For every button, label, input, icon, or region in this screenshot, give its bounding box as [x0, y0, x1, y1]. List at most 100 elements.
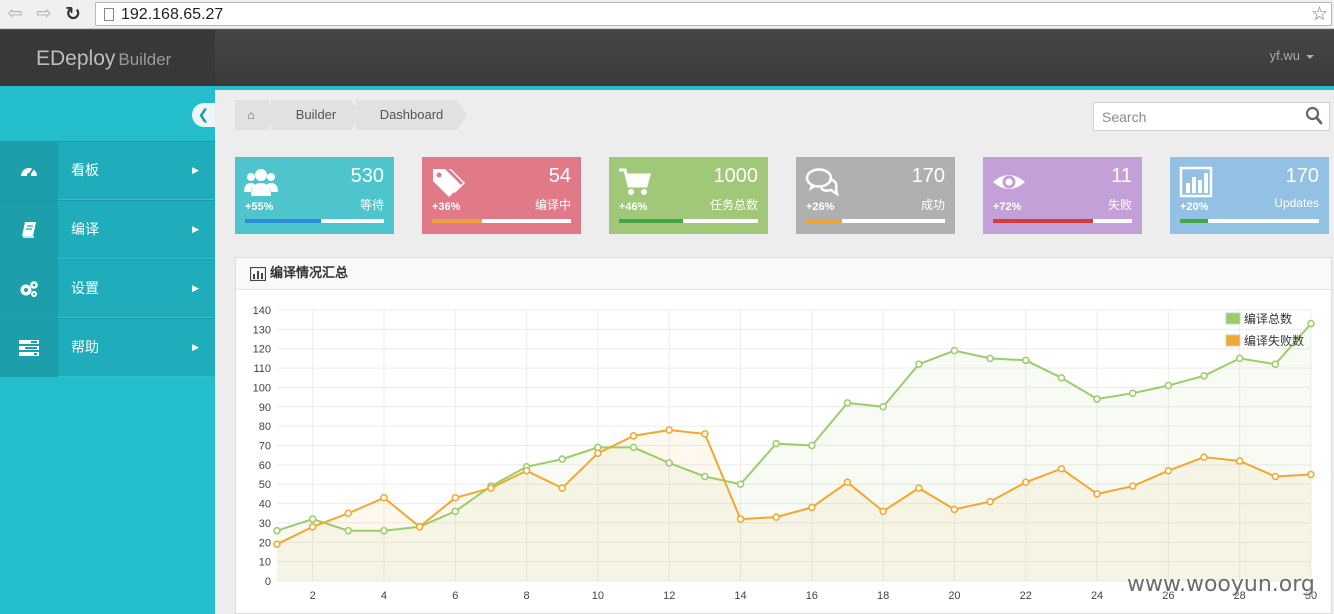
data-point: [950, 346, 959, 355]
legend-label: 编译总数: [1244, 311, 1292, 326]
search-icon[interactable]: [1305, 106, 1323, 126]
brand-logo[interactable]: EDeploy Builder: [0, 30, 215, 87]
data-point: [380, 494, 388, 502]
data-point: [1128, 482, 1137, 490]
sidebar-item-settings[interactable]: 设置 ▶: [0, 259, 215, 318]
header-accent-strip: [0, 86, 1334, 90]
breadcrumb-home[interactable]: ⌂: [235, 100, 277, 130]
page-icon: [104, 8, 114, 21]
y-tick-label: 90: [259, 402, 271, 414]
data-point: [1235, 354, 1244, 363]
bookmark-star-icon[interactable]: ☆: [1310, 3, 1328, 25]
data-point: [1271, 360, 1280, 368]
data-point: [273, 526, 281, 535]
data-point: [1128, 389, 1137, 397]
sidebar-item-dashboard[interactable]: 看板 ▶: [0, 141, 215, 200]
data-point: [1200, 372, 1208, 380]
data-point: [451, 494, 460, 502]
data-point: [808, 441, 816, 450]
tasks-icon: [0, 319, 58, 377]
users-icon: [244, 166, 278, 198]
stat-progress-bar: [993, 219, 1132, 223]
stat-label: 任务总数: [709, 198, 758, 212]
stat-progress-bar: [619, 219, 758, 223]
collapse-sidebar-button[interactable]: ❮: [192, 103, 215, 127]
sidebar-menu: 看板 ▶ 编译 ▶ 设置 ▶ 帮助 ▶: [0, 141, 215, 377]
data-point: [1093, 490, 1101, 498]
stat-tile[interactable]: 11 +72% 失败: [983, 157, 1142, 234]
eye-icon: [992, 166, 1026, 198]
stat-label: 编译中: [534, 198, 571, 212]
back-icon[interactable]: ⇦: [7, 3, 23, 24]
chevron-right-icon: ▶: [192, 225, 199, 235]
forward-icon[interactable]: ⇨: [36, 3, 52, 24]
data-point: [772, 513, 780, 521]
stat-value: 170: [911, 165, 945, 187]
x-tick-label: 14: [734, 590, 746, 602]
stat-progress-bar: [432, 219, 571, 223]
url-text[interactable]: 192.168.65.27: [121, 6, 224, 23]
stat-progress-fill: [806, 219, 843, 223]
y-tick-label: 100: [253, 382, 271, 394]
x-tick-label: 22: [1020, 590, 1032, 602]
search-input[interactable]: [1094, 103, 1294, 130]
data-point: [879, 403, 887, 411]
home-icon: ⌂: [247, 108, 255, 122]
cart-icon: [618, 166, 652, 198]
data-point: [986, 497, 994, 506]
data-point: [1235, 457, 1244, 465]
sidebar-item-help[interactable]: 帮助 ▶: [0, 318, 215, 377]
stat-value: 1000: [713, 165, 759, 187]
stat-progress-fill: [619, 219, 683, 223]
x-tick-label: 8: [524, 590, 530, 602]
stat-progress-fill: [245, 219, 322, 223]
series-line: [276, 322, 1312, 532]
data-point: [308, 515, 317, 523]
tags-icon: [431, 166, 465, 198]
stat-tile[interactable]: 170 +26% 成功: [796, 157, 955, 234]
user-menu[interactable]: yf.wu: [1270, 48, 1314, 63]
sidebar-item-build[interactable]: 编译 ▶: [0, 200, 215, 259]
y-tick-label: 110: [253, 363, 271, 375]
browser-toolbar: ⇦ ⇨ ↻ 192.168.65.27 ☆: [0, 0, 1334, 29]
data-point: [1022, 478, 1030, 487]
panel-header: 编译情况汇总: [236, 258, 1331, 290]
breadcrumb-builder[interactable]: Builder: [271, 100, 361, 130]
sidebar-item-label: 设置: [71, 281, 99, 297]
x-tick-label: 2: [310, 590, 316, 602]
x-tick-label: 4: [381, 590, 387, 602]
data-point: [522, 466, 531, 475]
reload-icon[interactable]: ↻: [65, 3, 81, 25]
stat-tile[interactable]: 530 +55% 等待: [235, 157, 394, 234]
sidebar-item-label: 帮助: [71, 340, 99, 356]
x-tick-label: 18: [877, 590, 889, 602]
stat-tile[interactable]: 170 +20% Updates: [1170, 157, 1329, 234]
brand-title: EDeploy: [36, 47, 116, 70]
comments-icon: [805, 166, 839, 198]
dashboard-icon: [0, 142, 58, 200]
data-point: [879, 507, 887, 516]
breadcrumb-dashboard[interactable]: Dashboard: [356, 100, 467, 130]
series-area: [277, 430, 1311, 581]
stat-progress-fill: [993, 219, 1094, 223]
stat-label: 失败: [1107, 198, 1132, 212]
data-point: [558, 484, 566, 492]
series-area: [277, 323, 1311, 581]
stat-tile[interactable]: 1000 +46% 任务总数: [609, 157, 768, 234]
address-bar[interactable]: 192.168.65.27 ☆: [95, 2, 1332, 26]
x-tick-label: 28: [1234, 590, 1246, 602]
data-point: [1200, 453, 1208, 461]
data-point: [629, 432, 638, 440]
bar-chart-icon: [1179, 166, 1213, 198]
x-tick-label: 6: [452, 590, 458, 602]
y-tick-label: 40: [259, 499, 271, 511]
stat-tile[interactable]: 54 +36% 编译中: [422, 157, 581, 234]
data-point: [950, 505, 959, 514]
stat-percent: +72%: [993, 201, 1022, 213]
data-point: [736, 515, 745, 523]
top-header: EDeploy Builder yf.wu: [0, 29, 1334, 87]
data-point: [665, 459, 673, 467]
stat-label: 等待: [359, 198, 384, 212]
y-tick-label: 10: [259, 557, 271, 569]
stat-label: Updates: [1274, 196, 1319, 210]
